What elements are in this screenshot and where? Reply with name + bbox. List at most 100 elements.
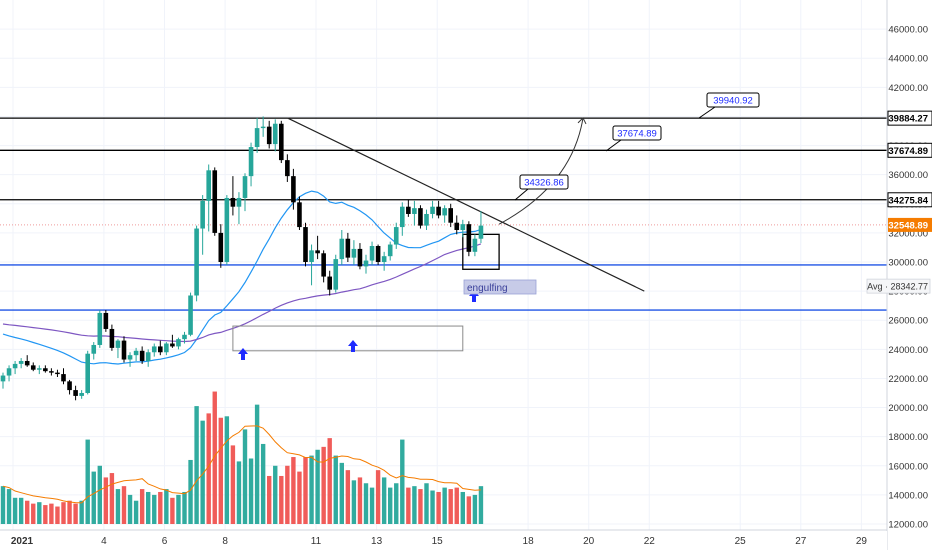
candle-body [176,339,181,347]
volume-bar [424,483,429,524]
volume-bar [12,497,18,524]
volume-bar [6,489,12,524]
candle-body [430,206,435,214]
volume-bar [67,500,72,524]
level-price-tag-text: 34275.84 [888,195,928,206]
candle-body [0,375,6,382]
candle-body [224,197,230,263]
volume-bar [418,489,423,524]
volume-bar [158,491,163,524]
x-tick-label: 27 [795,536,807,547]
volume-bar [176,494,181,524]
volume-bar [400,439,405,524]
level-price-tag-text: 37674.89 [888,146,928,157]
candle-body [436,206,441,216]
candle-body [6,368,12,376]
volume-bar [430,490,435,524]
candle-body [363,260,369,267]
candle-body [266,126,272,145]
volume-bar [273,465,278,524]
level-price-tag[interactable] [887,192,932,208]
volume-bar [254,404,260,524]
volume-bar [285,465,290,524]
candle-body [333,259,339,290]
volume-bar [466,496,472,524]
projection-arrowhead [577,117,587,125]
volume-bar [381,477,387,524]
candle-body [85,353,90,394]
volume-bar [345,470,351,524]
candle-body [55,372,60,375]
candle-body [151,346,157,353]
volume-bar [260,443,266,524]
volume-bar [369,487,375,524]
callout-text: 39940.92 [713,96,753,107]
volume-bar [127,494,133,524]
candle-body [109,328,115,348]
y-tick-label: 44000.00 [888,54,928,65]
volume-bar [279,475,284,524]
volume-bar [406,487,411,524]
volume-bar [297,471,302,524]
avg-price-tag [866,278,931,294]
callout-box[interactable] [612,125,662,141]
volume-bar [412,486,417,524]
volume-bar [73,503,78,524]
volume-bar [472,494,478,524]
candle-body [327,276,332,290]
callout-box[interactable] [706,92,760,108]
candle-body [400,206,405,228]
volume-bar [91,471,96,524]
y-tick-label: 26000.00 [888,316,928,327]
volume-bar [97,465,102,524]
callout-text: 34326.86 [524,178,564,189]
level-price-tag[interactable] [887,110,932,126]
y-tick-label: 42000.00 [888,83,928,94]
candle-body [12,363,18,369]
candle-body [406,206,411,214]
candle-body [309,250,314,263]
volume-bar [357,477,363,524]
y-tick-label: 32000.00 [888,228,928,239]
candle-body [194,228,199,296]
time-axis-bg [0,531,887,551]
support-zone-box[interactable] [232,325,464,352]
volume-bar [49,503,54,524]
volume-bar [224,416,230,524]
candle-body [297,202,302,228]
volume-bar [230,445,236,524]
candle-body [115,340,121,348]
candle-body [285,160,290,177]
level-price-tag-text: 39884.27 [888,114,928,125]
candle-body [472,238,478,252]
volume-bar [321,446,326,524]
volume-bar [55,506,60,524]
volume-bar [375,470,381,524]
callout-pointer [514,188,529,201]
volume-bar [43,505,48,524]
candle-body [230,197,236,207]
candle-body [254,128,260,148]
x-tick-label: 20 [583,536,595,547]
level-price-tag[interactable] [887,142,932,158]
x-tick-label: 18 [523,536,535,547]
candle-body [303,227,308,263]
candle-body [478,225,484,239]
engulfing-label: engulfing [467,283,508,294]
volume-bar [333,455,338,524]
x-tick-label: 25 [735,536,747,547]
candle-body [393,227,399,245]
callout-box[interactable] [519,174,569,190]
avg-price-tag-text: Avg · 28342.77 [867,282,928,292]
candle-body [200,200,205,229]
descending-trendline[interactable] [287,117,645,292]
candle-body [279,123,284,161]
candle-body [188,295,193,335]
y-tick-label: 24000.00 [888,345,928,356]
candle-body [448,208,453,223]
volume-bar [351,480,357,524]
candle-body [145,352,151,361]
candle-body [460,224,466,230]
